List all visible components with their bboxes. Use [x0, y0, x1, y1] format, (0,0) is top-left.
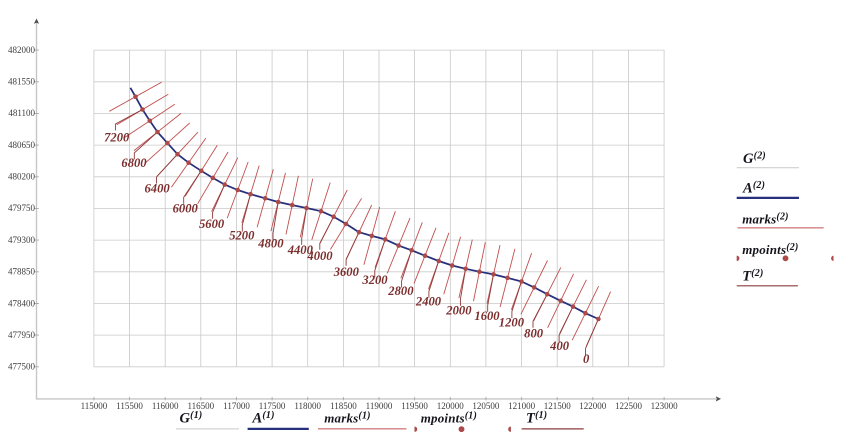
svg-text:2800: 2800 [387, 284, 414, 298]
svg-text:481100: 481100 [8, 108, 35, 118]
svg-text:479300: 479300 [8, 235, 36, 245]
svg-text:2000: 2000 [445, 304, 472, 318]
svg-text:119000: 119000 [366, 401, 393, 411]
svg-text:mpoints(2): mpoints(2) [742, 242, 798, 257]
svg-text:800: 800 [524, 327, 544, 341]
svg-text:4800: 4800 [257, 237, 284, 251]
svg-text:116500: 116500 [187, 401, 214, 411]
svg-text:123000: 123000 [651, 401, 679, 411]
svg-text:mpoints(1): mpoints(1) [421, 411, 477, 426]
svg-text:122000: 122000 [579, 401, 607, 411]
svg-text:480200: 480200 [8, 172, 36, 182]
svg-text:479750: 479750 [8, 203, 36, 213]
svg-text:478400: 478400 [8, 298, 36, 308]
svg-text:115500: 115500 [116, 401, 143, 411]
svg-text:400: 400 [549, 339, 570, 353]
svg-text:2400: 2400 [415, 295, 442, 309]
svg-text:4000: 4000 [306, 249, 333, 263]
svg-text:481550: 481550 [8, 77, 36, 87]
svg-text:7200: 7200 [104, 130, 130, 144]
svg-text:6000: 6000 [173, 202, 199, 216]
svg-text:119500: 119500 [401, 401, 428, 411]
svg-text:115000: 115000 [81, 401, 108, 411]
svg-text:121500: 121500 [544, 401, 572, 411]
svg-text:480650: 480650 [8, 140, 36, 150]
svg-text:5600: 5600 [199, 217, 225, 231]
svg-text:117500: 117500 [259, 401, 286, 411]
svg-text:122500: 122500 [615, 401, 643, 411]
svg-text:4400: 4400 [287, 243, 314, 257]
svg-text:118000: 118000 [294, 401, 321, 411]
svg-text:116000: 116000 [152, 401, 179, 411]
svg-text:3600: 3600 [333, 265, 360, 279]
svg-text:A(2): A(2) [742, 180, 765, 197]
svg-text:117000: 117000 [223, 401, 250, 411]
svg-text:6400: 6400 [145, 182, 171, 196]
svg-text:3200: 3200 [361, 273, 388, 287]
svg-text:5200: 5200 [229, 228, 255, 242]
svg-text:118500: 118500 [330, 401, 357, 411]
svg-text:477500: 477500 [8, 362, 36, 372]
svg-text:1200: 1200 [499, 315, 525, 329]
svg-text:6800: 6800 [121, 156, 147, 170]
svg-text:478850: 478850 [8, 267, 36, 277]
svg-text:482000: 482000 [8, 45, 36, 55]
svg-text:121000: 121000 [508, 401, 536, 411]
svg-text:120000: 120000 [437, 401, 465, 411]
svg-text:0: 0 [583, 352, 590, 366]
svg-text:1600: 1600 [474, 309, 500, 323]
svg-text:120500: 120500 [472, 401, 500, 411]
svg-text:477950: 477950 [8, 330, 36, 340]
